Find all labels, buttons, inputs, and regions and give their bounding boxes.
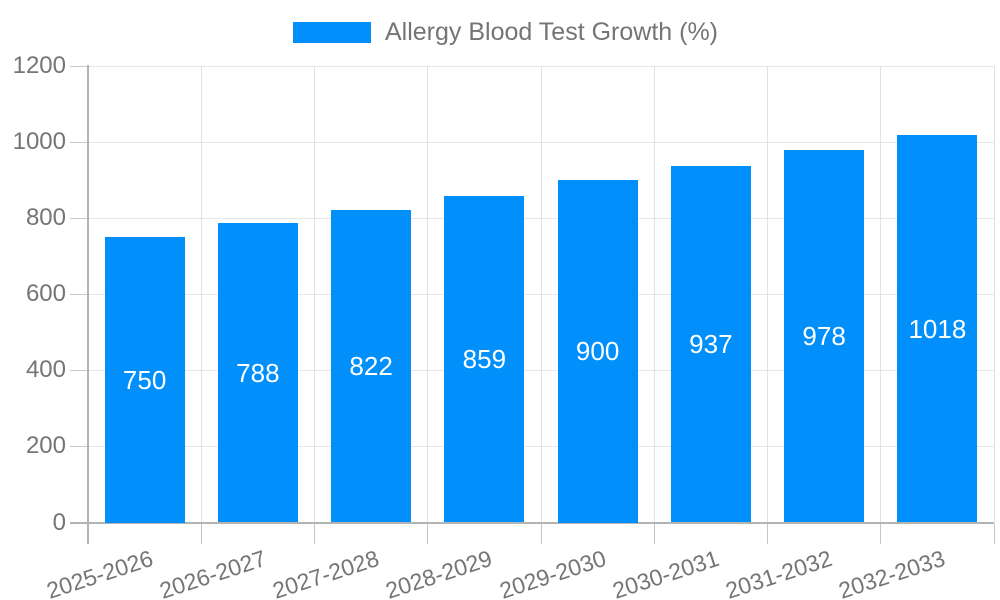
y-axis-tick: [70, 369, 88, 371]
x-axis-tick-label: 2025-2026: [43, 545, 156, 600]
x-axis-tick: [314, 523, 315, 544]
x-gridline: [993, 66, 995, 523]
bar[interactable]: [217, 222, 298, 523]
bar-value-label: 1018: [908, 313, 967, 344]
bar-value-label: 900: [575, 336, 620, 367]
y-axis-tick: [70, 445, 88, 447]
bar[interactable]: [670, 166, 751, 523]
x-gridline: [200, 66, 202, 523]
y-axis-tick: [70, 141, 88, 143]
bar-value-label: 978: [802, 321, 846, 352]
x-axis-tick: [427, 523, 429, 544]
chart-legend[interactable]: Allergy Blood Test Growth (%): [0, 0, 1000, 55]
bar[interactable]: [784, 150, 865, 523]
y-axis-tick: [70, 217, 88, 219]
x-axis-line: [70, 521, 994, 524]
legend-marker-swatch: [293, 22, 371, 43]
x-axis-tick-label: 2029-2030: [496, 545, 609, 600]
y-axis-tick-label: 200: [25, 432, 66, 460]
x-axis-tick: [993, 523, 995, 544]
x-axis-tick-label: 2026-2027: [156, 545, 269, 600]
x-axis-tick-label: 2027-2028: [269, 545, 383, 600]
y-axis-tick: [70, 65, 88, 67]
x-gridline: [314, 66, 315, 523]
bar-value-label: 750: [122, 364, 167, 395]
x-gridline: [880, 66, 882, 523]
bar[interactable]: [444, 195, 525, 523]
x-axis-tick-label: 2032-2033: [835, 545, 949, 600]
bar-value-label: 822: [349, 351, 393, 382]
bar-value-label: 788: [236, 357, 280, 388]
y-axis-tick-label: 0: [52, 508, 66, 536]
x-axis-tick: [540, 523, 542, 544]
legend-series-label: Allergy Blood Test Growth (%): [385, 18, 718, 46]
y-axis-tick-label: 800: [25, 204, 66, 232]
y-axis-tick-label: 1000: [12, 128, 66, 156]
y-axis-tick-label: 400: [25, 356, 66, 384]
bar[interactable]: [557, 180, 638, 523]
bar[interactable]: [897, 135, 978, 523]
x-gridline: [427, 66, 429, 523]
x-gridline: [767, 66, 768, 523]
x-axis-tick-label: 2028-2029: [382, 545, 496, 600]
y-axis-line: [86, 65, 89, 544]
x-axis-tick-label: 2031-2032: [722, 545, 836, 600]
bar[interactable]: [104, 237, 185, 523]
x-gridline: [540, 66, 542, 523]
x-axis-tick: [880, 523, 882, 544]
bar-value-label: 859: [462, 344, 507, 375]
y-axis-tick-label: 600: [25, 280, 66, 308]
bar[interactable]: [331, 209, 412, 523]
x-gridline: [653, 66, 655, 523]
x-axis-tick: [653, 523, 655, 544]
y-axis-tick-label: 1200: [12, 52, 66, 79]
x-axis-tick: [200, 523, 202, 544]
y-axis-tick: [70, 293, 88, 295]
x-axis-tick: [767, 523, 768, 544]
x-axis-tick-label: 2030-2031: [609, 545, 722, 600]
bar-value-label: 937: [689, 329, 733, 360]
